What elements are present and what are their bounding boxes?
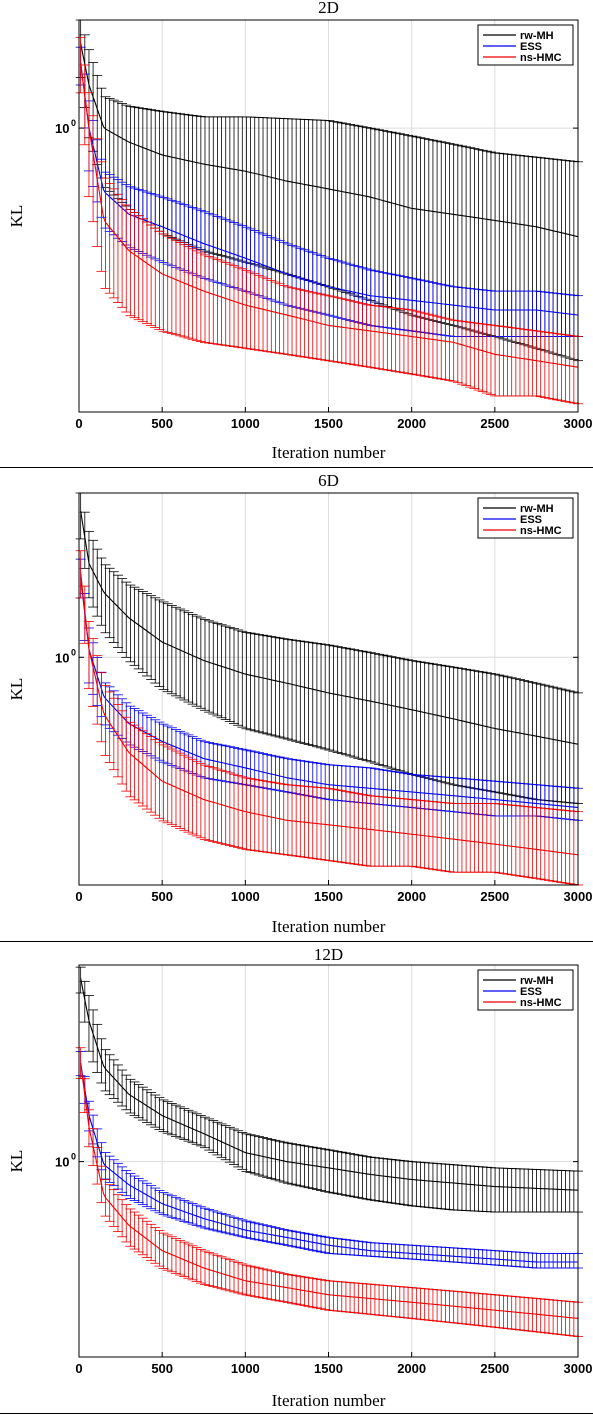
legend-label: ESS (520, 514, 542, 526)
legend-label: ESS (520, 986, 542, 998)
x-tick-label: 0 (75, 416, 82, 431)
x-tick-label: 3000 (564, 889, 593, 904)
x-tick-label: 1500 (314, 416, 343, 431)
x-tick-label: 500 (151, 889, 173, 904)
legend-label: ns-HMC (520, 525, 562, 537)
panel-divider (0, 1413, 593, 1414)
panel-divider (0, 467, 593, 468)
series-ns-hmc (75, 550, 583, 886)
x-tick-label: 500 (151, 416, 173, 431)
x-tick-label: 2000 (397, 889, 426, 904)
x-axis-label: Iteration number (272, 443, 386, 462)
x-tick-label: 1000 (231, 1361, 260, 1376)
series-line (80, 43, 579, 238)
x-tick-label: 3000 (564, 1361, 593, 1376)
y-tick-exponent: 0 (71, 118, 76, 128)
x-tick-label: 1000 (231, 889, 260, 904)
x-tick-label: 0 (75, 1361, 82, 1376)
x-tick-label: 0 (75, 889, 82, 904)
legend-box (477, 24, 574, 66)
panel-title: 2D (318, 0, 339, 17)
x-axis-label: Iteration number (272, 1391, 386, 1410)
legend-label: ns-HMC (520, 52, 562, 64)
series-line (80, 1063, 578, 1263)
x-tick-label: 3000 (564, 416, 593, 431)
x-tick-label: 1500 (314, 1361, 343, 1376)
x-tick-label: 2500 (480, 1361, 509, 1376)
series-line (80, 1063, 579, 1319)
series-line (80, 572, 579, 856)
series-line (80, 978, 579, 1191)
series-ns-hmc (75, 1047, 583, 1337)
legend-label: rw-MH (520, 503, 554, 515)
series-line (80, 511, 579, 745)
y-tick-exponent: 0 (71, 1152, 76, 1162)
series-line (80, 63, 579, 368)
legend-label: rw-MH (520, 975, 554, 987)
y-axis-label: KL (7, 678, 26, 701)
y-tick-label: 10 (55, 1155, 69, 1170)
series-ns-hmc (75, 36, 583, 405)
x-axis-label: Iteration number (272, 917, 386, 936)
x-tick-label: 2000 (397, 1361, 426, 1376)
x-tick-label: 2500 (480, 889, 509, 904)
y-axis-label: KL (7, 1150, 26, 1173)
legend-box (477, 969, 574, 1011)
x-tick-label: 1500 (314, 889, 343, 904)
panel-divider (0, 941, 593, 942)
x-tick-label: 2500 (480, 416, 509, 431)
legend-box (477, 497, 574, 539)
y-tick-exponent: 0 (71, 647, 76, 657)
panel-title: 12D (314, 945, 343, 964)
series-line (80, 63, 579, 316)
legend-label: rw-MH (520, 30, 554, 42)
legend-label: ns-HMC (520, 997, 562, 1009)
y-tick-label: 10 (55, 121, 69, 136)
legend-label: ESS (520, 41, 542, 53)
y-axis-label: KL (7, 205, 26, 228)
y-tick-label: 10 (55, 650, 69, 665)
series-rw-mh (75, 492, 583, 804)
x-tick-label: 2000 (397, 416, 426, 431)
panel-title: 6D (318, 471, 339, 490)
x-tick-label: 1000 (231, 416, 260, 431)
x-tick-label: 500 (151, 1361, 173, 1376)
